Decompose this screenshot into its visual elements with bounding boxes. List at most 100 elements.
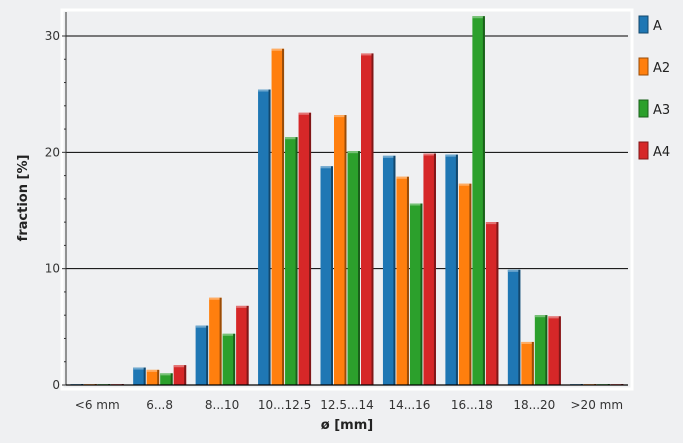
bar-body	[320, 166, 333, 385]
bar-body	[534, 315, 548, 385]
bar-shadow	[282, 48, 285, 386]
bar	[534, 315, 548, 385]
bar	[173, 365, 187, 385]
legend-swatch	[638, 15, 649, 34]
bar	[445, 154, 458, 385]
legend-label: A	[653, 19, 662, 34]
bar-body	[160, 373, 173, 385]
bar-body	[298, 112, 312, 385]
bar-shadow	[518, 269, 521, 385]
y-tick-label: 10	[45, 262, 60, 276]
bar	[133, 367, 146, 385]
legend-label: A3	[653, 103, 670, 118]
y-tick-label: 20	[45, 145, 60, 159]
x-tick-label: >20 mm	[571, 398, 624, 412]
bar-body	[458, 183, 472, 385]
bar-body	[409, 203, 423, 385]
bar	[285, 137, 298, 385]
x-tick-label: <6 mm	[75, 398, 120, 412]
bar-body	[334, 115, 347, 386]
bar-highlight	[146, 369, 160, 372]
bar-body	[222, 333, 236, 385]
bar-body	[382, 155, 396, 385]
bar-body	[173, 365, 187, 385]
bar-highlight	[222, 333, 236, 336]
bar-shadow	[233, 333, 236, 385]
bar-highlight	[236, 305, 249, 308]
bar-shadow	[295, 137, 298, 385]
bar-body	[548, 316, 561, 385]
bar-shadow	[157, 369, 160, 385]
bar-body	[361, 53, 374, 385]
bar	[195, 325, 209, 385]
bar-shadow	[143, 367, 146, 385]
bar-shadow	[406, 176, 409, 385]
bar	[320, 166, 333, 385]
x-tick-label: 14...16	[388, 398, 430, 412]
bar-highlight	[423, 153, 436, 156]
bar-highlight	[320, 166, 333, 169]
bar-shadow	[331, 166, 333, 385]
bar-highlight	[534, 315, 548, 318]
x-tick-label: 16...18	[451, 398, 493, 412]
bar-highlight	[361, 53, 374, 56]
bar-body	[146, 369, 160, 385]
bar-body	[396, 176, 409, 385]
bar-shadow	[344, 115, 347, 386]
legend-swatch	[638, 57, 649, 76]
bar-highlight	[548, 316, 561, 319]
bar	[222, 333, 236, 385]
bar	[382, 155, 396, 385]
y-axis-label: fraction [%]	[16, 155, 31, 242]
bar-body	[133, 367, 146, 385]
bar-shadow	[184, 365, 187, 385]
bar	[485, 222, 499, 385]
legend-label: A4	[653, 145, 670, 160]
bar-highlight	[347, 151, 360, 154]
bar-highlight	[285, 137, 298, 140]
bar-shadow	[531, 341, 534, 385]
bar-body	[472, 16, 485, 386]
bar-highlight	[485, 222, 499, 225]
legend: A A2 A3 A4	[638, 15, 670, 160]
bar	[298, 112, 312, 385]
bar	[458, 183, 472, 385]
bar-highlight	[382, 155, 396, 158]
x-tick-label: 18...20	[513, 398, 555, 412]
bar-body	[423, 153, 436, 385]
bar-shadow	[206, 325, 209, 385]
legend-swatch	[638, 141, 649, 160]
bar-highlight	[507, 269, 521, 272]
bar-body	[507, 269, 521, 385]
bar-shadow	[309, 112, 312, 385]
bar-highlight	[298, 112, 312, 115]
bar	[236, 305, 249, 385]
bar-shadow	[482, 16, 485, 386]
bar	[347, 151, 360, 385]
y-tick-label: 0	[52, 378, 60, 392]
bar-shadow	[545, 315, 548, 385]
bar-shadow	[455, 154, 458, 385]
bar-body	[521, 341, 534, 385]
bar-highlight	[173, 365, 187, 368]
bar	[521, 341, 534, 385]
bar-shadow	[420, 203, 423, 385]
bar-shadow	[358, 151, 360, 385]
bar-highlight	[271, 48, 285, 51]
bar-highlight	[334, 115, 347, 118]
bar	[409, 203, 423, 385]
bar-shadow	[433, 153, 436, 385]
bar-body	[485, 222, 499, 385]
bar	[160, 373, 173, 385]
bar-body	[285, 137, 298, 385]
bar-shadow	[268, 89, 271, 385]
bar	[472, 16, 485, 386]
bar-highlight	[472, 16, 485, 19]
bar-body	[271, 48, 285, 386]
bar-body	[195, 325, 209, 385]
bar-shadow	[469, 183, 472, 385]
x-tick-label: 6...8	[146, 398, 173, 412]
bar	[507, 269, 521, 385]
x-axis-label: ø [mm]	[321, 418, 373, 433]
y-tick-label: 30	[45, 29, 60, 43]
